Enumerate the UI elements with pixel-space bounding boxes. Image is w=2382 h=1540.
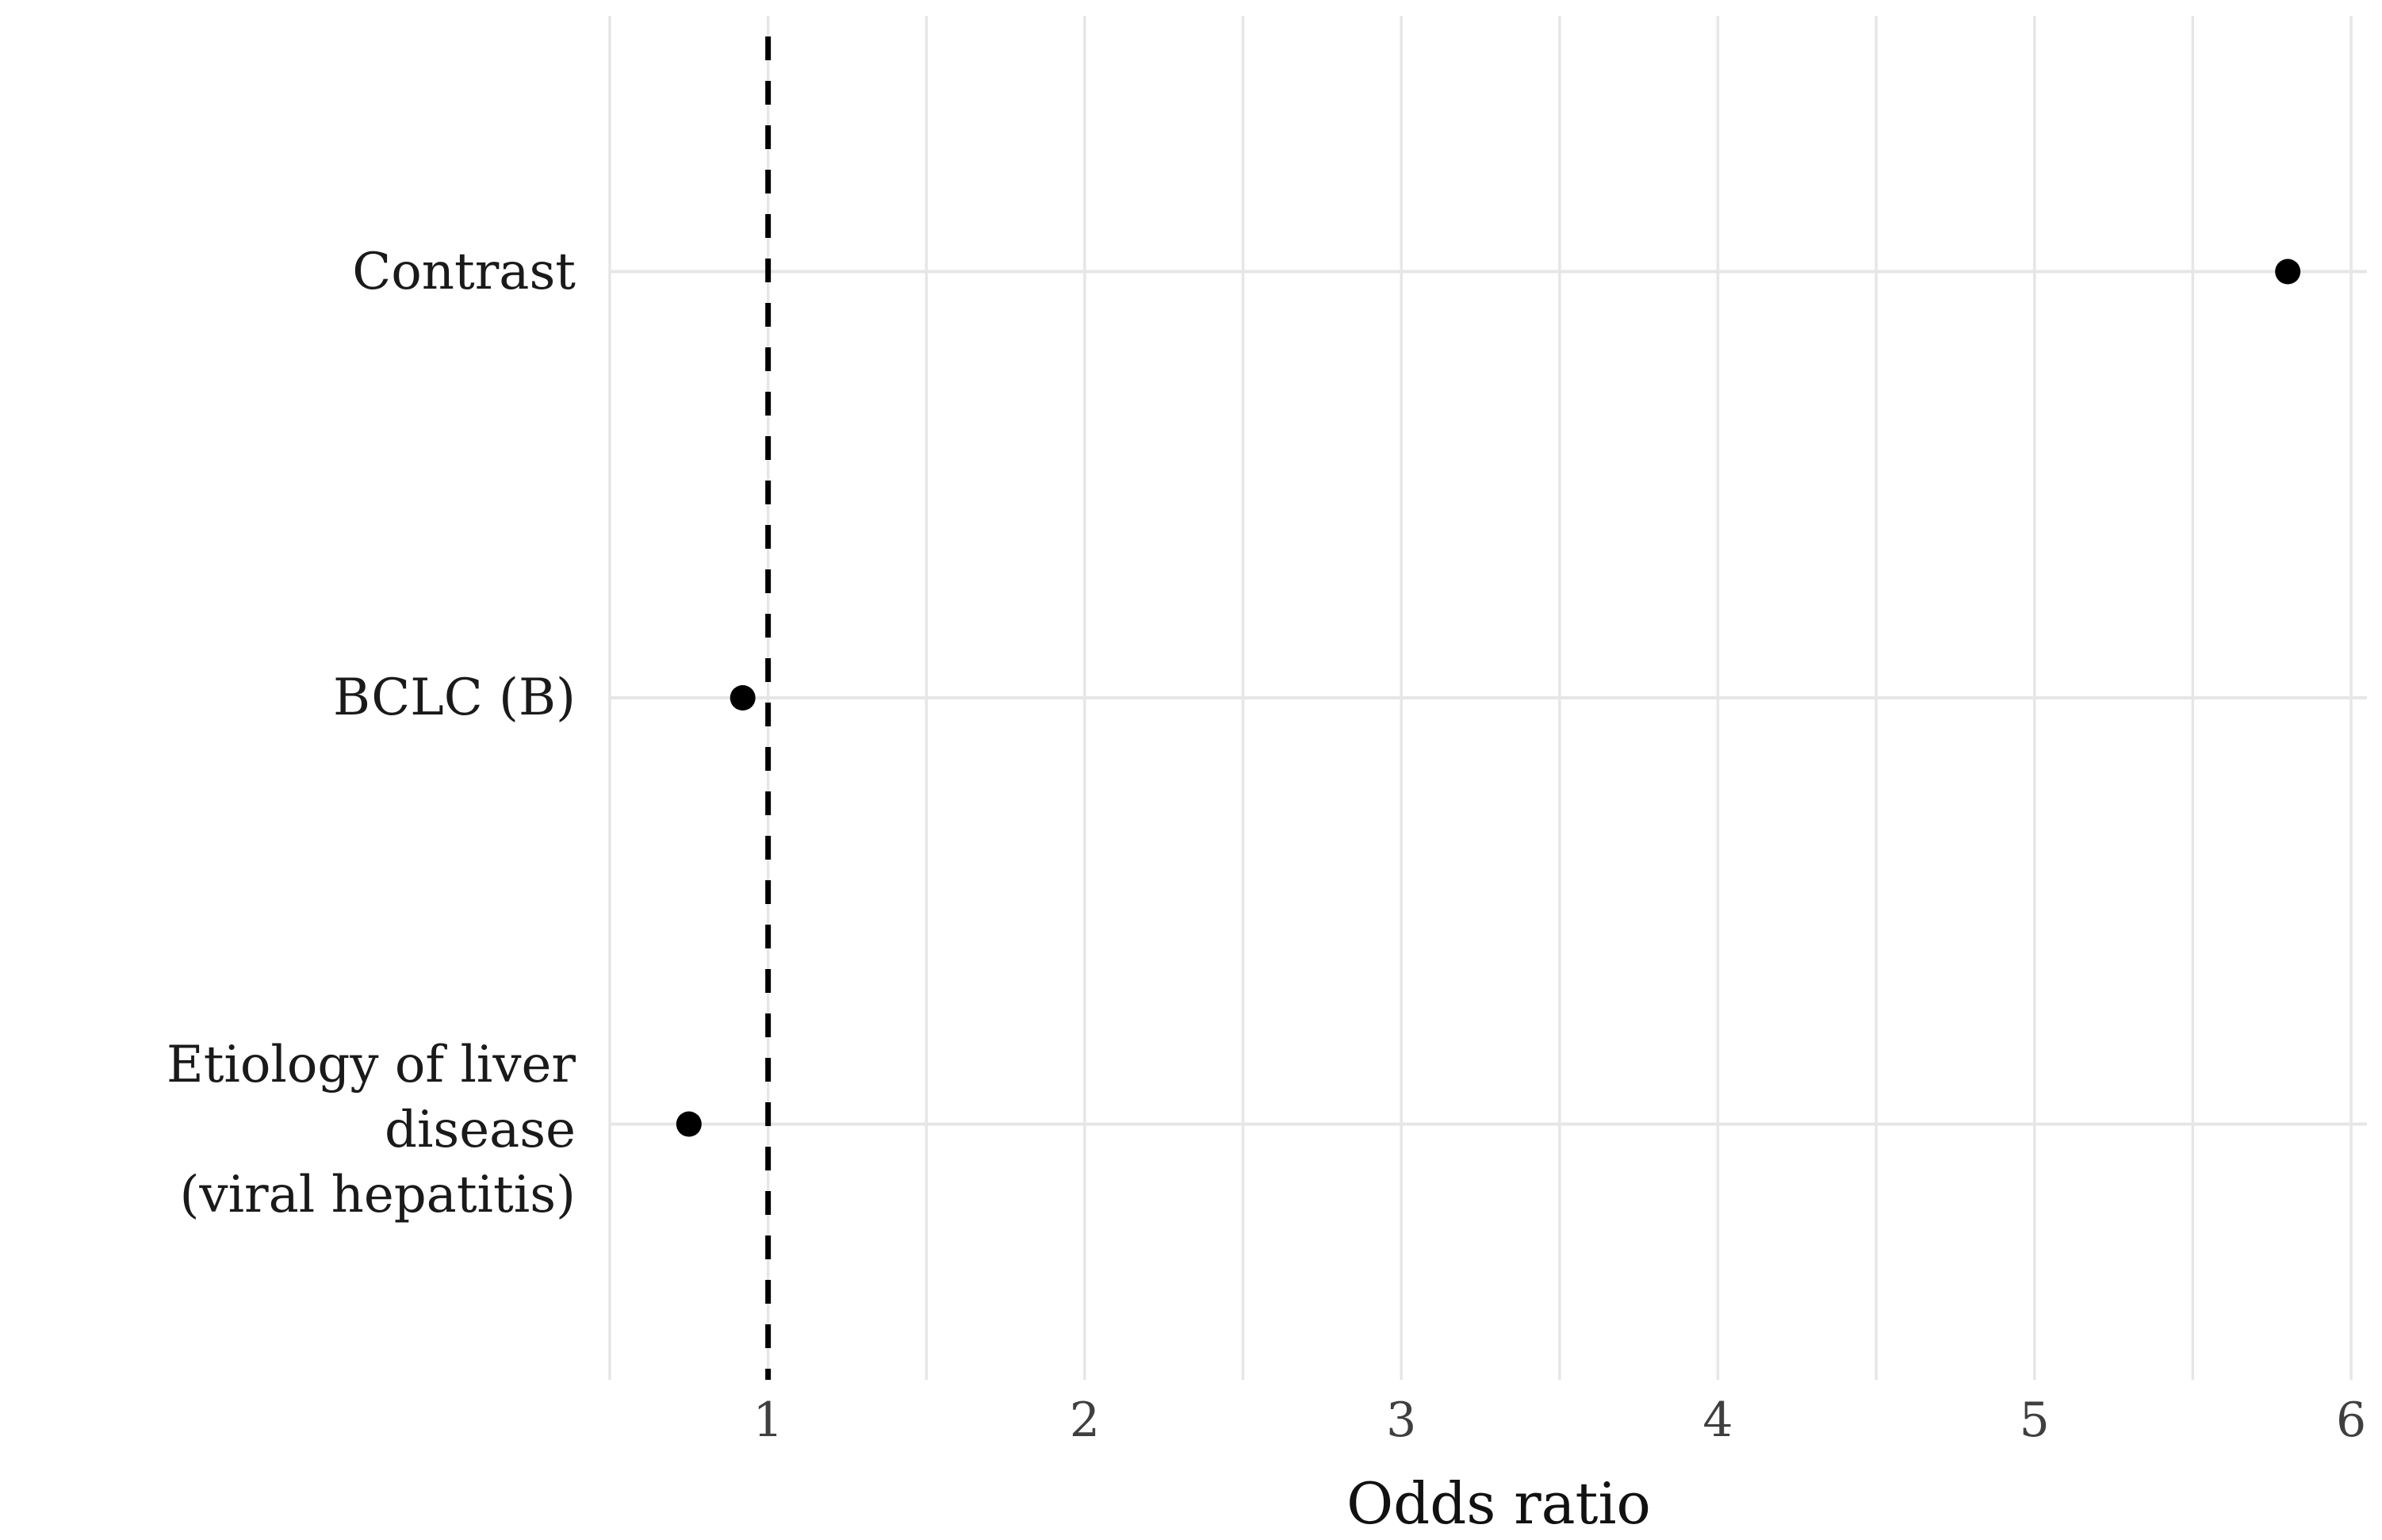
x-tick-label-1: 1 <box>753 1393 783 1448</box>
y-axis-label-contrast: Contrast <box>352 242 576 301</box>
data-point-bclc-b- <box>730 685 756 711</box>
y-axis-label-bclc-b: BCLC (B) <box>333 668 576 727</box>
x-tick-label-4: 4 <box>1702 1393 1733 1448</box>
x-axis-title: Odds ratio <box>1346 1470 1651 1537</box>
data-point-contrast <box>2275 259 2301 285</box>
x-tick-label-2: 2 <box>1069 1393 1100 1448</box>
x-tick-label-3: 3 <box>1386 1393 1417 1448</box>
x-tick-label-5: 5 <box>2019 1393 2050 1448</box>
x-tick-label-6: 6 <box>2335 1393 2367 1448</box>
data-point-etiology-of-liver-disease <box>676 1111 702 1137</box>
y-axis-label-etiology-viral-hepatitis: Etiology of liver disease (viral hepatit… <box>166 1035 576 1224</box>
